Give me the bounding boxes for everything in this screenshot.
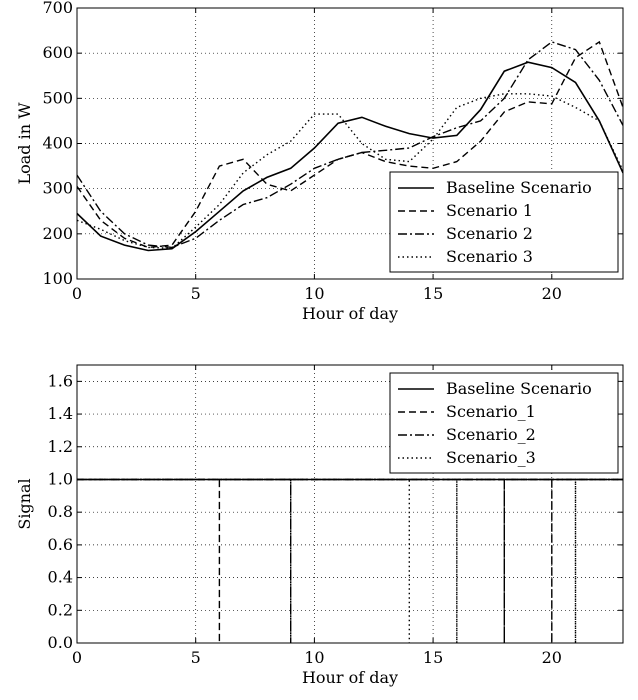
y-tick-label: 0.6: [48, 535, 73, 554]
y-tick-label: 600: [42, 43, 73, 62]
x-tick-label: 20: [542, 648, 562, 667]
y-axis-label: Signal: [15, 478, 34, 529]
y-tick-label: 200: [42, 224, 73, 243]
y-tick-label: 100: [42, 269, 73, 288]
series-group: [77, 478, 623, 643]
legend: Baseline Scenario Scenario 1 Scenario 2 Sce…: [389, 171, 619, 273]
y-tick-label: 300: [42, 179, 73, 198]
axes-frame: [76, 364, 624, 644]
x-axis-label: Hour of day: [302, 304, 398, 323]
x-tick-label: 20: [542, 284, 562, 303]
chart-panel-2: 0 5 10 15 20 0.0 0.2 0.4 0.6 0.8 1.0 1.2 1.4 1.6 Hour …: [15, 364, 624, 687]
legend-label: Scenario 1: [446, 201, 533, 220]
legend-label: Baseline Scenario: [446, 379, 592, 398]
series-group: [77, 40, 623, 252]
y-tick-label: 0.8: [48, 502, 73, 521]
legend-label: Baseline Scenario: [446, 178, 592, 197]
series-line-1: [77, 61, 623, 252]
y-tick-label: 0.2: [48, 600, 73, 619]
y-tick-label: 500: [42, 88, 73, 107]
legend-label: Scenario 2: [446, 224, 533, 243]
x-axis-label: Hour of day: [302, 668, 398, 687]
legend-label: Scenario_2: [446, 425, 536, 444]
y-axis-label: Load in W: [15, 102, 34, 185]
series-line-3: [77, 478, 623, 643]
series-line-4: [77, 478, 623, 643]
y-tick-label: 1.2: [48, 437, 73, 456]
y-tick-label: 1.0: [48, 469, 73, 488]
x-tick-label: 5: [191, 648, 201, 667]
legend-label: Scenario_3: [446, 448, 536, 467]
y-tick-label: 1.6: [48, 371, 73, 390]
x-tick-label: 10: [304, 284, 324, 303]
y-tick-label: 400: [42, 134, 73, 153]
legend-label: Scenario 3: [446, 247, 533, 266]
y-tick-label: 1.4: [48, 404, 73, 423]
series-line-3: [77, 41, 623, 249]
x-tick-label: 0: [72, 284, 82, 303]
legend: Baseline Scenario Scenario_1 Scenario_2 Sce…: [389, 372, 619, 474]
y-tick-label: 700: [42, 0, 73, 17]
y-tick-label: 0.0: [48, 633, 73, 652]
y-tick-label: 0.4: [48, 568, 73, 587]
x-tick-label: 15: [423, 284, 443, 303]
x-tick-label: 0: [72, 648, 82, 667]
x-tick-label: 15: [423, 648, 443, 667]
series-line-2: [77, 478, 623, 643]
chart-panel-1: 0 5 10 15 20 100 200 300 400 500 600 700 Hour of day…: [15, 0, 624, 323]
x-tick-label: 5: [191, 284, 201, 303]
x-tick-label: 10: [304, 648, 324, 667]
legend-label: Scenario_1: [446, 402, 536, 421]
